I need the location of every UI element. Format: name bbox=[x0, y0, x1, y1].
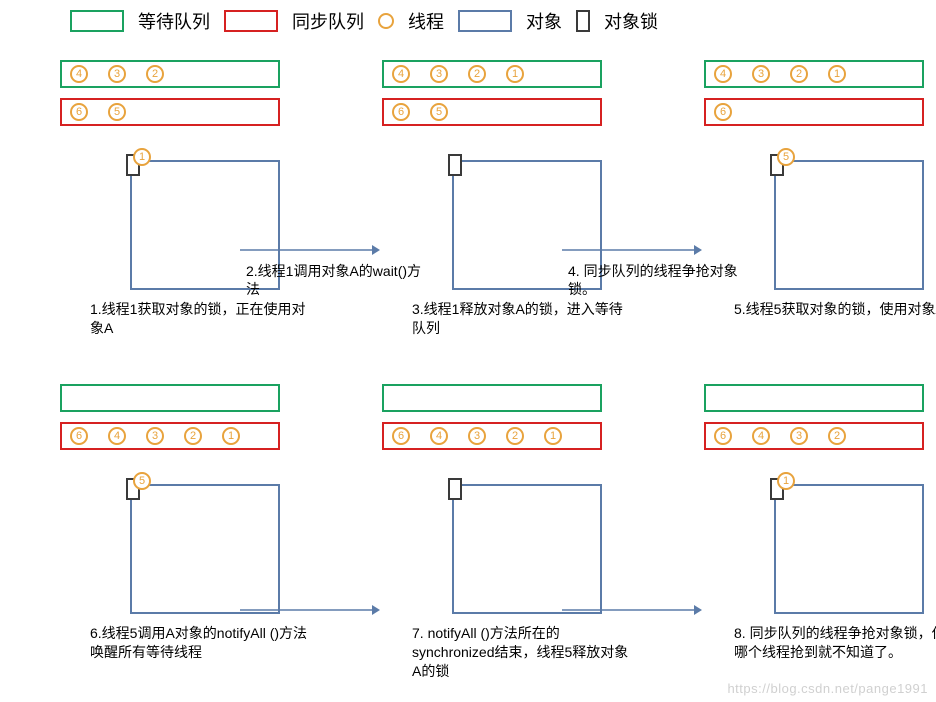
object-rect bbox=[452, 484, 602, 614]
sync-queue: 6 4 3 2 1 bbox=[60, 422, 280, 450]
panel-caption: 1.线程1获取对象的锁，正在使用对象A bbox=[90, 300, 310, 338]
legend-object-label: 对象 bbox=[526, 8, 562, 34]
legend-thread-swatch bbox=[378, 13, 394, 29]
wait-queue: 4 3 2 1 bbox=[704, 60, 924, 88]
thread-circle: 4 bbox=[108, 427, 126, 445]
object-lock bbox=[448, 478, 462, 500]
thread-circle: 3 bbox=[108, 65, 126, 83]
panel-2: 4321653.线程1释放对象A的锁，进入等待队列4. 同步队列的线程争抢对象锁… bbox=[322, 56, 644, 362]
thread-circle: 2 bbox=[506, 427, 524, 445]
object-wrap: 5 bbox=[130, 484, 280, 614]
thread-circle: 4 bbox=[714, 65, 732, 83]
legend: 等待队列 同步队列 线程 对象 对象锁 bbox=[70, 8, 906, 34]
thread-circle: 5 bbox=[108, 103, 126, 121]
thread-circle: 6 bbox=[714, 427, 732, 445]
sync-queue: 6 bbox=[704, 98, 924, 126]
thread-circle: 2 bbox=[828, 427, 846, 445]
panel-1: 4326511.线程1获取对象的锁，正在使用对象A2.线程1调用对象A的wait… bbox=[0, 56, 322, 362]
thread-circle: 6 bbox=[714, 103, 732, 121]
wait-queue bbox=[704, 384, 924, 412]
panel-6: 6 4 3 2 1 8. 同步队列的线程争抢对象锁，但哪个线程抢到就不知道了。 bbox=[644, 380, 936, 686]
legend-object-swatch bbox=[458, 10, 512, 32]
thread-circle: 3 bbox=[790, 427, 808, 445]
legend-wait-queue-label: 等待队列 bbox=[138, 8, 210, 34]
object-wrap bbox=[452, 484, 602, 614]
thread-circle: 1 bbox=[777, 472, 795, 490]
thread-circle: 4 bbox=[430, 427, 448, 445]
panel-5: 6 4 3 2 1 7. notifyAll ()方法所在的synchronized结束，… bbox=[322, 380, 644, 686]
sync-queue: 6 4 3 2 bbox=[704, 422, 924, 450]
thread-circle: 1 bbox=[222, 427, 240, 445]
wait-queue: 4 3 2 1 bbox=[382, 60, 602, 88]
panel-caption: 6.线程5调用A对象的notifyAll ()方法唤醒所有等待线程 bbox=[90, 624, 310, 662]
thread-circle: 3 bbox=[146, 427, 164, 445]
panel-3: 4 3 2 1 6 5 5.线程5获取对象的锁，使用对象A bbox=[644, 56, 936, 362]
object-lock bbox=[448, 154, 462, 176]
object-rect bbox=[130, 484, 280, 614]
sync-queue: 65 bbox=[60, 98, 280, 126]
thread-circle: 4 bbox=[70, 65, 88, 83]
panel-caption: 3.线程1释放对象A的锁，进入等待队列 bbox=[412, 300, 632, 338]
panel-caption: 8. 同步队列的线程争抢对象锁，但哪个线程抢到就不知道了。 bbox=[734, 624, 936, 662]
thread-circle: 4 bbox=[752, 427, 770, 445]
thread-circle: 6 bbox=[70, 103, 88, 121]
diagram-grid: 4326511.线程1获取对象的锁，正在使用对象A2.线程1调用对象A的wait… bbox=[0, 56, 936, 686]
thread-circle: 5 bbox=[430, 103, 448, 121]
thread-circle: 2 bbox=[468, 65, 486, 83]
legend-thread-label: 线程 bbox=[408, 8, 444, 34]
panel-caption: 7. notifyAll ()方法所在的synchronized结束，线程5释放… bbox=[412, 624, 632, 681]
legend-wait-queue-swatch bbox=[70, 10, 124, 32]
thread-circle: 6 bbox=[392, 103, 410, 121]
thread-circle: 2 bbox=[146, 65, 164, 83]
legend-sync-queue-swatch bbox=[224, 10, 278, 32]
thread-circle: 6 bbox=[70, 427, 88, 445]
object-wrap: 1 bbox=[774, 484, 924, 614]
watermark: https://blog.csdn.net/pange1991 bbox=[727, 681, 928, 696]
legend-lock-swatch bbox=[576, 10, 590, 32]
legend-lock-label: 对象锁 bbox=[604, 8, 658, 34]
wait-queue bbox=[382, 384, 602, 412]
wait-queue bbox=[60, 384, 280, 412]
thread-circle: 1 bbox=[828, 65, 846, 83]
object-rect bbox=[774, 160, 924, 290]
thread-circle: 2 bbox=[790, 65, 808, 83]
sync-queue: 65 bbox=[382, 98, 602, 126]
panel-caption: 5.线程5获取对象的锁，使用对象A bbox=[734, 300, 936, 319]
wait-queue: 4 3 2 bbox=[60, 60, 280, 88]
panel-4: 6 4 3 2 1 5 6.线程5调用A对象的notifyAll ()方法唤醒所有等待线程 bbox=[0, 380, 322, 686]
object-rect bbox=[774, 484, 924, 614]
thread-circle: 3 bbox=[468, 427, 486, 445]
thread-circle: 5 bbox=[133, 472, 151, 490]
thread-circle: 1 bbox=[506, 65, 524, 83]
thread-circle: 5 bbox=[777, 148, 795, 166]
thread-circle: 1 bbox=[544, 427, 562, 445]
sync-queue: 6 4 3 2 1 bbox=[382, 422, 602, 450]
thread-circle: 6 bbox=[392, 427, 410, 445]
thread-circle: 1 bbox=[133, 148, 151, 166]
thread-circle: 4 bbox=[392, 65, 410, 83]
legend-sync-queue-label: 同步队列 bbox=[292, 8, 364, 34]
thread-circle: 3 bbox=[752, 65, 770, 83]
thread-circle: 2 bbox=[184, 427, 202, 445]
thread-circle: 3 bbox=[430, 65, 448, 83]
object-wrap: 5 bbox=[774, 160, 924, 290]
